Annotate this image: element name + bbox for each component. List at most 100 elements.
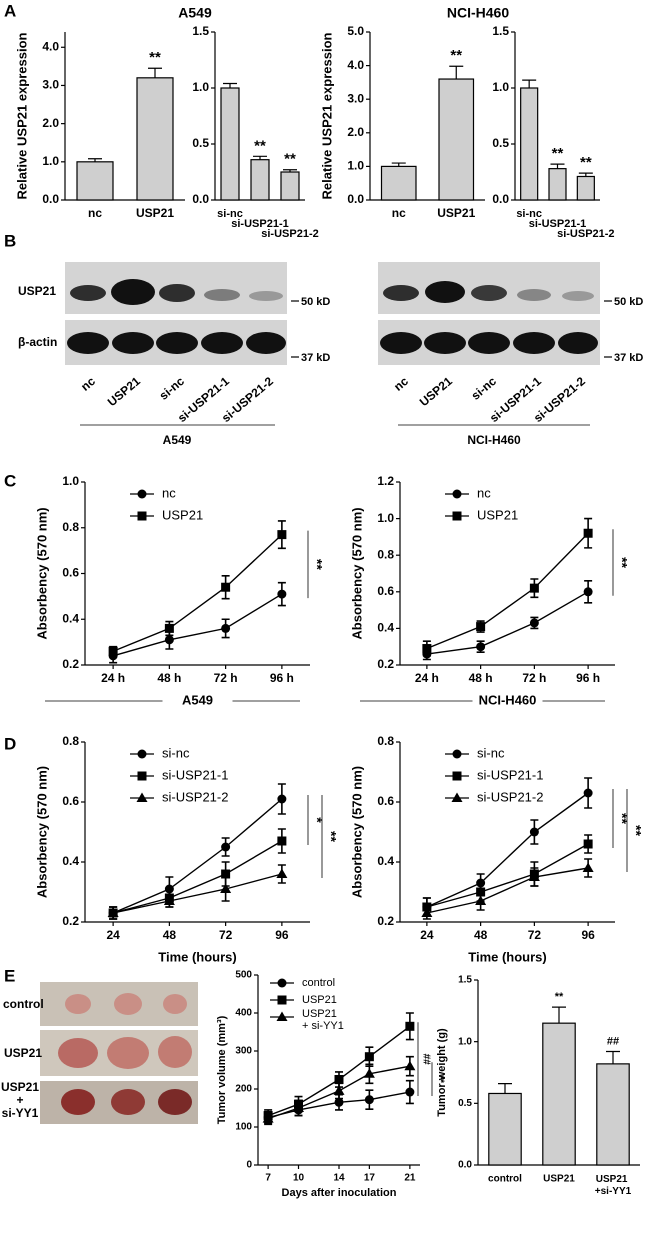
legend-label: si-USP21-1: [162, 767, 228, 782]
lane-label: nc: [78, 374, 98, 394]
photo-label: USP21: [4, 1046, 42, 1060]
y-axis-label: Absorbency (570 nm): [34, 766, 49, 898]
y-tick-label: 0.4: [377, 854, 394, 868]
lane-label: nc: [391, 374, 411, 394]
y-tick-label: 0.6: [62, 794, 79, 808]
y-tick-label: 0.0: [42, 192, 59, 206]
marker: [529, 827, 539, 837]
y-tick-label: 1.0: [62, 474, 79, 488]
photo-label: USP21: [1, 1080, 39, 1094]
y-tick-label: 0.8: [62, 734, 79, 748]
chart-title: A549: [178, 5, 212, 21]
x-axis-label: Time (hours): [158, 949, 237, 964]
y-tick-label: 3.0: [42, 78, 59, 92]
y-tick-label: 0.0: [347, 192, 364, 206]
y-tick-label: 100: [235, 1122, 252, 1133]
x-tick-label: control: [488, 1174, 522, 1185]
significance: **: [552, 145, 564, 162]
x-tick-label: 21: [404, 1173, 416, 1184]
significance: **: [323, 831, 339, 842]
error-bar: [253, 155, 267, 160]
marker: [451, 792, 463, 802]
x-tick-label: USP21: [136, 206, 174, 220]
x-tick-label: si-USP21-1: [231, 218, 288, 230]
marker: [582, 862, 594, 872]
marker: [476, 622, 486, 632]
tumor-photos: control USP21 USP21 + si-YY1: [1, 982, 198, 1124]
x-tick-label: 48: [163, 928, 177, 942]
marker: [583, 788, 593, 798]
legend-label: si-USP21-2: [477, 789, 543, 804]
marker: [405, 1087, 415, 1097]
series-line: [112, 534, 283, 652]
x-tick-label: 24: [420, 928, 434, 942]
x-tick-label: 96 h: [270, 671, 294, 685]
marker: [404, 1060, 416, 1071]
y-tick-label: 0.0: [492, 192, 509, 206]
bar: [576, 175, 595, 201]
tumors: [58, 993, 192, 1115]
marker: [276, 1011, 288, 1021]
bar: [438, 78, 475, 201]
error-bar: [391, 162, 406, 167]
series-line: [112, 873, 283, 914]
marker: [107, 907, 119, 917]
y-tick-label: 0: [246, 1160, 252, 1171]
legend-label: nc: [477, 485, 491, 500]
panel-label: E: [4, 966, 15, 985]
x-axis-label: A549: [182, 692, 213, 707]
marker: [277, 978, 287, 988]
y-tick-label: 1.2: [377, 474, 394, 488]
chart-title: NCI-H460: [447, 5, 509, 21]
chart: Tumor weight (g) 0.0 0.5 1.0 1.5 control USP21…: [436, 975, 640, 1197]
y-tick-label: 0.6: [377, 794, 394, 808]
legend-label: si-nc: [162, 745, 190, 760]
marker: [221, 582, 231, 592]
x-axis-label: NCI-H460: [479, 692, 537, 707]
marker: [334, 1097, 344, 1107]
significance: **: [628, 825, 644, 836]
series-line: [112, 798, 283, 914]
y-tick-label: 0.5: [492, 136, 509, 150]
marker: [452, 771, 462, 781]
marker: [276, 868, 288, 878]
error-bar: [550, 163, 565, 169]
marker: [528, 871, 540, 881]
x-tick-label: si-USP21-2: [557, 228, 614, 240]
significance: ##: [420, 1054, 431, 1066]
y-axis-label: Tumor weight (g): [436, 1028, 448, 1117]
marker: [137, 771, 147, 781]
panel-label: A: [4, 1, 16, 20]
marker: [363, 1068, 375, 1078]
significance: **: [149, 49, 161, 66]
x-tick-label: 72 h: [522, 671, 546, 685]
significance: **: [284, 151, 296, 168]
marker: [277, 995, 287, 1005]
panel-label: D: [4, 734, 16, 753]
x-tick-label: si-USP21-1: [529, 218, 586, 230]
marker: [364, 1052, 374, 1062]
legend-label: si-USP21-1: [477, 767, 543, 782]
x-tick-label: 48 h: [157, 671, 181, 685]
legend-label: si-nc: [477, 745, 505, 760]
series-line: [426, 792, 589, 908]
marker-label: 37 kD: [301, 352, 330, 364]
error-bar: [522, 79, 537, 88]
x-axis-label: Time (hours): [468, 949, 547, 964]
marker: [221, 842, 231, 852]
marker: [221, 869, 231, 879]
marker: [277, 589, 287, 599]
x-tick-label: si-nc: [516, 208, 542, 220]
chart: Absorbency (570 nm) 0.2 0.4 0.6 0.8 1.0 24 h 48…: [34, 474, 325, 707]
marker: [334, 1075, 344, 1084]
lane-label: si-nc: [469, 374, 500, 403]
marker: [136, 792, 148, 802]
legend-label: nc: [162, 485, 176, 500]
marker: [583, 528, 593, 538]
y-tick-label: 0.2: [377, 657, 394, 671]
marker: [405, 1021, 415, 1031]
y-tick-label: 200: [235, 1084, 252, 1095]
x-tick-label: nc: [88, 206, 102, 220]
error-bar: [449, 65, 464, 80]
